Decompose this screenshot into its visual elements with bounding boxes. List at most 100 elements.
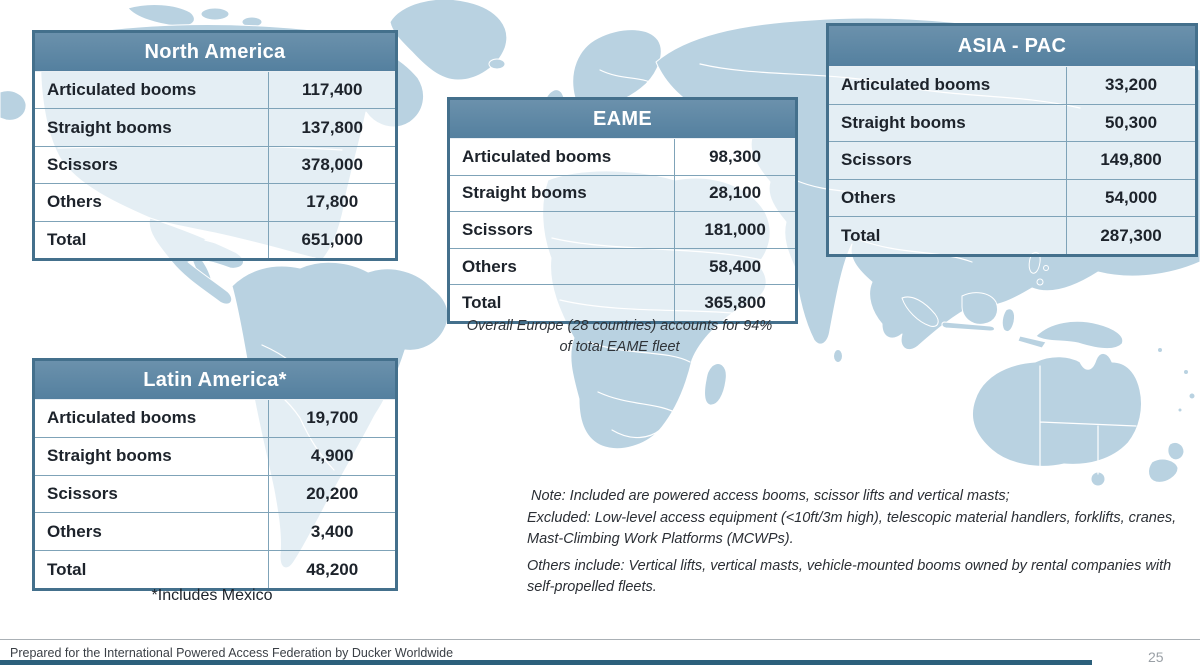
row-label: Others	[450, 248, 676, 285]
note-others: Others include: Vertical lifts, vertical…	[527, 557, 1172, 596]
row-value: 17,800	[306, 192, 359, 212]
row-label: Total	[450, 285, 676, 321]
row-label: Others	[35, 184, 270, 221]
table-row: Articulated booms 117,400	[35, 72, 395, 109]
row-value: 378,000	[301, 154, 363, 174]
row-value: 3,400	[310, 521, 354, 541]
pacific-island-3	[1177, 407, 1183, 413]
table-body: Articulated booms 33,200 Straight booms 50…	[829, 67, 1195, 254]
table-row: Articulated booms 98,300	[450, 139, 795, 175]
continent-nz-north	[1167, 441, 1185, 461]
table-row: Straight booms 50,300	[829, 103, 1195, 142]
row-label: Scissors	[450, 212, 676, 248]
row-label: Articulated booms	[829, 67, 1068, 104]
table-row: Others 58,400	[450, 247, 795, 285]
note-included: Note: Included are powered access booms,…	[531, 488, 1010, 504]
row-label: Scissors	[829, 142, 1068, 179]
table-row: Scissors 378,000	[35, 145, 395, 184]
continent-madagascar	[704, 363, 727, 406]
note-excluded: Excluded: Low-level access equipment (<1…	[527, 509, 1177, 548]
table-row: Scissors 149,800	[829, 141, 1195, 179]
table-row: Articulated booms 19,700	[35, 400, 395, 437]
row-value: 19,700	[306, 408, 359, 428]
continent-arctic-islands	[127, 4, 195, 27]
row-value: 149,800	[1100, 150, 1162, 170]
row-value: 50,300	[1105, 112, 1158, 132]
row-label: Straight booms	[829, 104, 1068, 142]
page-number: 25	[1148, 649, 1164, 665]
row-value: 365,800	[704, 293, 766, 313]
table-row: Scissors 20,200	[35, 474, 395, 513]
table-north-america: North America Articulated booms 117,400 S…	[32, 30, 398, 261]
continent-sumatra	[901, 296, 939, 327]
continent-sulawesi	[1001, 308, 1015, 333]
table-row: Others 3,400	[35, 512, 395, 551]
table-title: EAME	[450, 100, 795, 139]
table-asia-pac: ASIA - PAC Articulated booms 33,200 Strai…	[826, 23, 1198, 257]
row-value: 4,900	[310, 446, 354, 466]
row-label: Others	[35, 513, 270, 551]
pacific-island-2	[1188, 392, 1196, 400]
table-row: Straight booms 137,800	[35, 108, 395, 146]
table-title: North America	[35, 33, 395, 72]
row-value: 651,000	[301, 229, 363, 249]
row-value: 48,200	[306, 559, 359, 579]
table-row: Others 17,800	[35, 183, 395, 221]
continent-iceland	[488, 58, 506, 70]
table-row: Total 651,000	[35, 220, 395, 258]
row-value: 181,000	[704, 219, 766, 239]
row-label: Others	[829, 179, 1068, 217]
row-label: Straight booms	[35, 109, 270, 146]
table-row: Straight booms 28,100	[450, 174, 795, 212]
eame-caption-line1: Overall Europe (28 countries) accounts f…	[466, 318, 773, 334]
continent-alaska-edge	[0, 90, 27, 121]
continent-sri-lanka	[833, 349, 843, 363]
table-row: Scissors 181,000	[450, 211, 795, 248]
row-value: 28,100	[709, 183, 762, 203]
footer-text: Prepared for the International Powered A…	[10, 646, 454, 660]
row-label: Scissors	[35, 475, 270, 513]
continent-arctic-island-2	[200, 7, 230, 21]
row-value: 287,300	[1100, 225, 1162, 245]
continent-java	[941, 321, 995, 332]
table-body: Articulated booms 117,400 Straight booms 1…	[35, 72, 395, 258]
pacific-island-1	[1183, 369, 1189, 375]
row-value: 54,000	[1105, 188, 1158, 208]
table-row: Others 54,000	[829, 178, 1195, 217]
table-row: Total 365,800	[450, 284, 795, 321]
row-label: Articulated booms	[450, 139, 676, 175]
table-row: Articulated booms 33,200	[829, 67, 1195, 104]
eame-caption-line2: of total EAME fleet	[559, 339, 680, 355]
row-value: 117,400	[301, 80, 363, 100]
table-row: Total 48,200	[35, 550, 395, 588]
continent-borneo	[961, 292, 998, 325]
row-value: 33,200	[1105, 75, 1158, 95]
row-label: Straight booms	[35, 437, 270, 475]
row-value: 98,300	[709, 146, 762, 166]
table-row: Straight booms 4,900	[35, 436, 395, 475]
table-row: Total 287,300	[829, 216, 1195, 254]
continent-timor	[1017, 335, 1047, 349]
row-label: Scissors	[35, 146, 270, 184]
row-value: 58,400	[709, 256, 762, 276]
pacific-island-4	[1157, 347, 1163, 353]
continent-philippines-2	[1036, 278, 1044, 286]
footer-divider	[0, 639, 1200, 640]
table-body: Articulated booms 19,700 Straight booms 4,…	[35, 400, 395, 588]
row-value: 137,800	[301, 117, 363, 137]
notes-block: Note: Included are powered access booms,…	[527, 486, 1187, 599]
table-latin-america: Latin America* Articulated booms 19,700 S…	[32, 358, 398, 591]
footer-accent-bar	[0, 660, 1092, 665]
row-label: Articulated booms	[35, 400, 270, 437]
row-label: Straight booms	[450, 175, 676, 212]
table-title: ASIA - PAC	[829, 26, 1195, 67]
eame-caption: Overall Europe (28 countries) accounts f…	[447, 316, 792, 358]
row-label: Total	[829, 217, 1068, 254]
row-label: Articulated booms	[35, 72, 270, 109]
table-eame: EAME Articulated booms 98,300 Straight bo…	[447, 97, 798, 324]
row-label: Total	[35, 551, 270, 588]
latin-america-footnote: *Includes Mexico	[151, 587, 273, 604]
row-label: Total	[35, 221, 270, 258]
continent-nz-south	[1148, 458, 1179, 483]
